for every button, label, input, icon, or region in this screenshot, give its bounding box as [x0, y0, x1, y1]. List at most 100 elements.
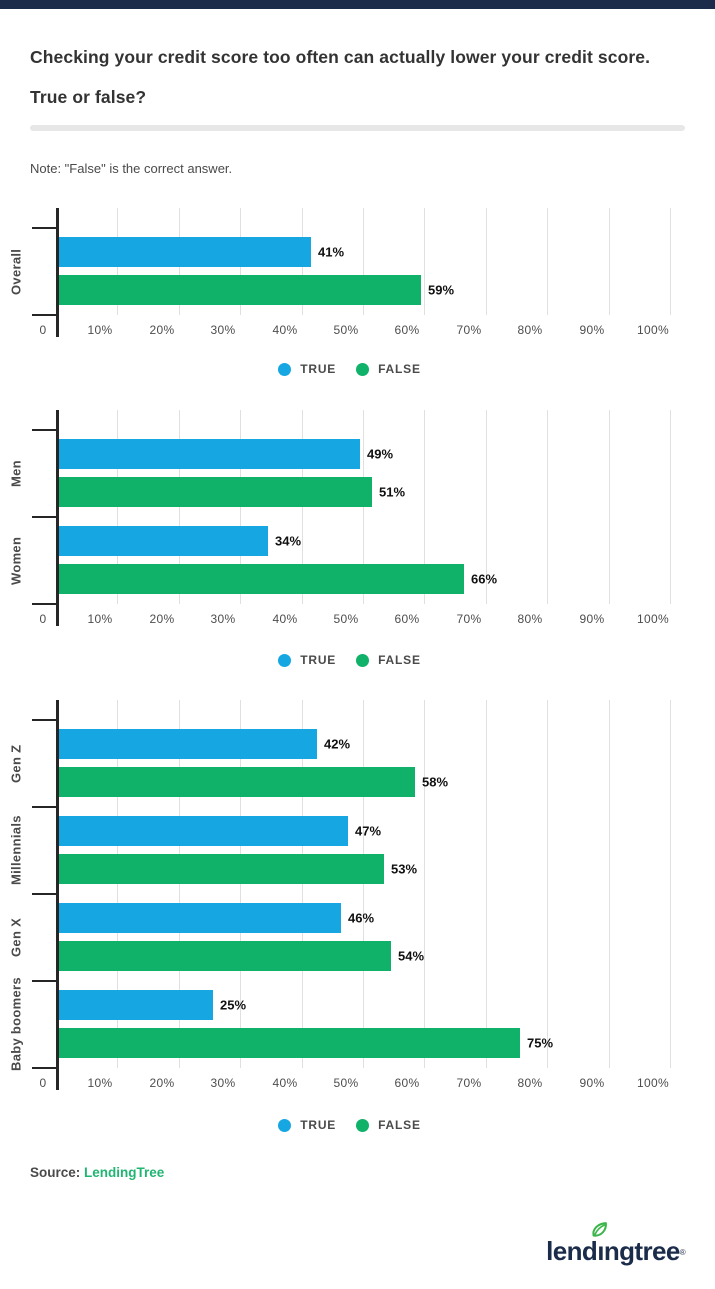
logo-text-post: ngtree	[603, 1236, 680, 1266]
x-axis-label: 90%	[579, 1076, 605, 1090]
grid-line	[486, 700, 487, 1068]
category-label: Men	[8, 460, 24, 487]
grid-line	[670, 410, 671, 604]
bar-true	[59, 237, 311, 267]
grid-line	[609, 208, 610, 315]
x-axis-label: 50%	[333, 612, 359, 626]
bar-false	[59, 941, 391, 971]
grid-line	[424, 208, 425, 315]
category-tick	[32, 806, 56, 808]
axis-bottom-tick	[32, 603, 56, 605]
bar-true	[59, 439, 360, 469]
x-axis-label: 50%	[333, 1076, 359, 1090]
legend-false-label: FALSE	[378, 653, 421, 667]
chart-overall: 0 10% 20% 30% 40% 50% 60% 70% 80% 90% 100% Overall 4…	[9, 208, 715, 343]
category-tick	[32, 429, 56, 431]
x-axis-label: 50%	[333, 323, 359, 337]
legend-false-label: FALSE	[378, 1118, 421, 1132]
bar-value-label: 51%	[379, 484, 406, 500]
x-axis-label: 30%	[210, 1076, 236, 1090]
chart-generation: 0 10% 20% 30% 40% 50% 60% 70% 80% 90% 100% Gen Z 42%…	[9, 700, 715, 1096]
note-text: Note: "False" is the correct answer.	[30, 161, 233, 176]
x-axis-label: 60%	[394, 1076, 420, 1090]
category-tick	[32, 516, 56, 518]
legend-generation: TRUE FALSE	[0, 1117, 707, 1133]
grid-line	[302, 700, 303, 1068]
grid-line	[179, 700, 180, 1068]
grid-line	[117, 700, 118, 1068]
bar-false	[59, 275, 421, 305]
y-axis-line	[56, 208, 59, 337]
x-axis-label: 20%	[149, 612, 175, 626]
bar-value-label: 53%	[391, 861, 418, 877]
x-axis-label: 40%	[272, 323, 298, 337]
bar-value-label: 47%	[355, 823, 382, 839]
x-axis-label: 0	[39, 323, 47, 337]
x-axis-label: 30%	[210, 612, 236, 626]
x-axis-label: 10%	[87, 612, 113, 626]
grid-line	[240, 410, 241, 604]
category-tick	[32, 893, 56, 895]
category-tick	[32, 227, 56, 229]
x-axis-label: 70%	[456, 612, 482, 626]
x-axis-label: 0	[39, 612, 47, 626]
bar-true	[59, 903, 341, 933]
bar-value-label: 41%	[318, 244, 345, 260]
x-axis-label: 60%	[394, 323, 420, 337]
grid-line	[547, 208, 548, 315]
bar-value-label: 54%	[398, 948, 425, 964]
grid-line	[609, 700, 610, 1068]
leaf-icon	[592, 1222, 608, 1237]
bar-value-label: 25%	[220, 997, 247, 1013]
bar-value-label: 66%	[471, 571, 498, 587]
bar-true	[59, 729, 317, 759]
bar-value-label: 59%	[428, 282, 455, 298]
axis-bottom-tick	[32, 1067, 56, 1069]
x-axis-label: 0	[39, 1076, 47, 1090]
title-divider	[30, 125, 685, 131]
category-label: Gen Z	[8, 744, 24, 783]
lendingtree-logo: lend ıngtree®	[546, 1222, 686, 1267]
x-axis-label: 100%	[637, 323, 669, 337]
grid-line	[117, 410, 118, 604]
category-tick	[32, 980, 56, 982]
grid-line	[302, 410, 303, 604]
bar-true	[59, 990, 213, 1020]
legend-overall: TRUE FALSE	[0, 361, 707, 377]
bar-false	[59, 477, 372, 507]
legend-true-dot	[278, 362, 292, 376]
grid-line	[363, 410, 364, 604]
logo-text-pre: lend	[546, 1236, 598, 1266]
page-title: Checking your credit score too often can…	[30, 37, 685, 117]
bar-value-label: 58%	[422, 774, 449, 790]
x-axis-label: 80%	[517, 323, 543, 337]
grid-line	[547, 410, 548, 604]
chart-gender: 0 10% 20% 30% 40% 50% 60% 70% 80% 90% 100% Men 49% 51…	[9, 410, 715, 632]
x-axis-label: 80%	[517, 1076, 543, 1090]
legend-false-dot	[356, 653, 370, 667]
x-axis-label: 100%	[637, 612, 669, 626]
registered-mark: ®	[679, 1248, 686, 1257]
bar-value-label: 34%	[275, 533, 302, 549]
x-axis-label: 70%	[456, 1076, 482, 1090]
page-title-line2: True or false?	[30, 87, 147, 107]
y-axis-line	[56, 700, 59, 1090]
source-link[interactable]: LendingTree	[84, 1165, 165, 1180]
legend-true-label: TRUE	[300, 362, 337, 376]
bar-false	[59, 1028, 520, 1058]
top-accent-bar	[0, 0, 715, 9]
grid-line	[486, 208, 487, 315]
x-axis-label: 10%	[87, 1076, 113, 1090]
grid-line	[670, 208, 671, 315]
grid-line	[486, 410, 487, 604]
x-axis-label: 10%	[87, 323, 113, 337]
source-label: Source:	[30, 1165, 81, 1180]
legend-false-dot	[356, 362, 370, 376]
x-axis-label: 40%	[272, 612, 298, 626]
logo-letter-i: ı	[592, 1222, 608, 1266]
x-axis-label: 20%	[149, 1076, 175, 1090]
bar-value-label: 46%	[348, 910, 375, 926]
grid-line	[179, 410, 180, 604]
grid-line	[609, 410, 610, 604]
category-label: Millennials	[8, 815, 24, 886]
